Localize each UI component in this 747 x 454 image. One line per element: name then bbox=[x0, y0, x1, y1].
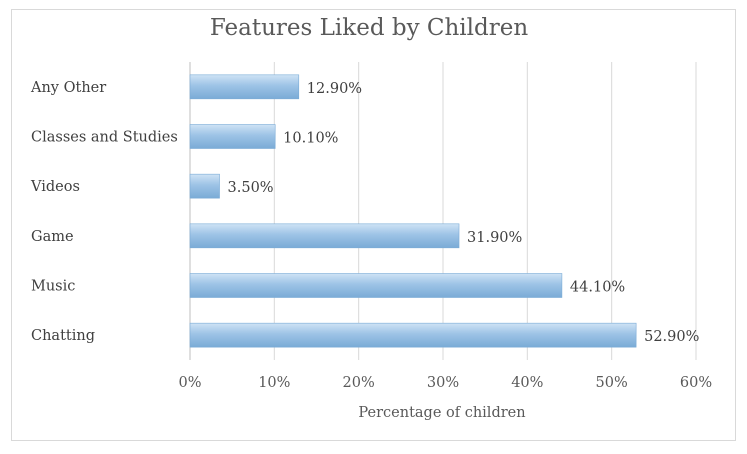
data-label: 31.90% bbox=[467, 230, 522, 246]
data-label: 10.10% bbox=[283, 131, 338, 147]
x-tick-label: 50% bbox=[596, 375, 628, 391]
chart-title: Features Liked by Children bbox=[210, 15, 528, 41]
bar bbox=[189, 173, 220, 199]
bar bbox=[189, 124, 276, 149]
category-label: Music bbox=[31, 279, 75, 295]
category-labels: Any Other Classes and Studies Videos Game Mu… bbox=[30, 80, 178, 344]
x-axis-label: Percentage of children bbox=[358, 405, 525, 421]
data-labels: 12.90% 10.10% 3.50% 31.90% 44.10% 52.90% bbox=[228, 81, 700, 345]
gridlines bbox=[189, 62, 697, 360]
x-tick-label: 10% bbox=[258, 375, 290, 391]
x-tick-label: 0% bbox=[178, 375, 201, 391]
x-tick-label: 30% bbox=[427, 375, 459, 391]
bar bbox=[189, 273, 563, 298]
x-tick-labels: 0% 10% 20% 30% 40% 50% 60% bbox=[178, 375, 712, 391]
data-label: 52.90% bbox=[644, 329, 699, 345]
category-label: Any Other bbox=[30, 80, 106, 96]
data-label: 3.50% bbox=[228, 180, 274, 196]
category-label: Classes and Studies bbox=[31, 130, 178, 146]
bar bbox=[189, 74, 300, 100]
category-label: Chatting bbox=[31, 328, 95, 344]
x-tick-label: 20% bbox=[343, 375, 375, 391]
bars bbox=[189, 74, 637, 348]
x-tick-label: 60% bbox=[680, 375, 712, 391]
category-label: Videos bbox=[30, 179, 80, 195]
category-label: Game bbox=[31, 229, 74, 245]
bar bbox=[189, 322, 637, 348]
data-label: 44.10% bbox=[570, 280, 625, 296]
bar bbox=[189, 223, 460, 249]
x-tick-label: 40% bbox=[511, 375, 543, 391]
data-label: 12.90% bbox=[307, 81, 362, 97]
